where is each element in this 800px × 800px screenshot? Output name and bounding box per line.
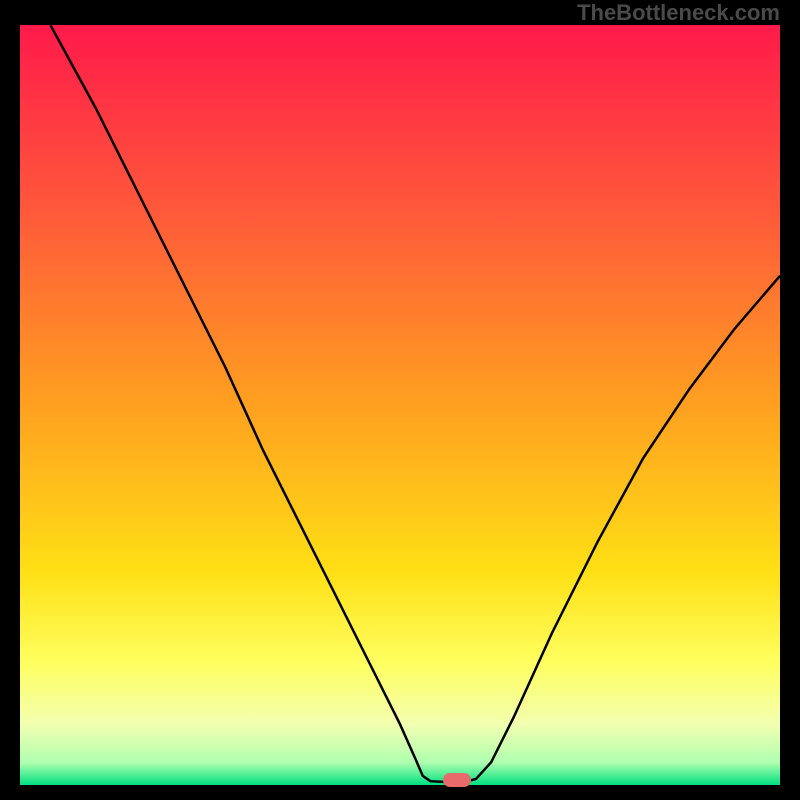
curve-line xyxy=(50,25,780,782)
chart-curve-svg xyxy=(20,25,780,785)
minimum-marker xyxy=(443,773,471,787)
chart-plot-area xyxy=(20,25,780,785)
watermark-text: TheBottleneck.com xyxy=(577,0,780,26)
